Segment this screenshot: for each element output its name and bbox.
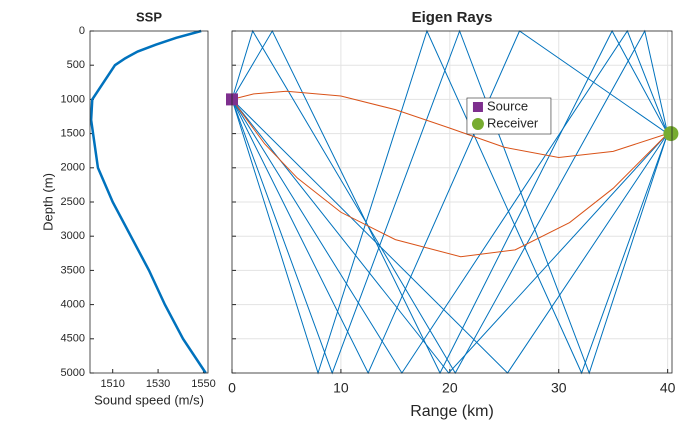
y-axis-label: Depth (m)	[40, 173, 55, 231]
x-axis-label: Range (km)	[410, 403, 494, 420]
legend-label: Source	[487, 98, 528, 113]
axes-box	[89, 30, 209, 374]
x-tick-label: 30	[551, 380, 567, 396]
y-tick-label: 2000	[61, 162, 85, 174]
y-tick-label: 5000	[61, 367, 85, 379]
x-tick-label: 1550	[191, 378, 215, 390]
legend-swatch	[472, 102, 483, 112]
axes-box	[231, 30, 673, 374]
y-tick-label: 3000	[61, 230, 85, 242]
chart-title: Eigen Rays	[412, 9, 493, 26]
chart-title: SSP	[136, 9, 162, 24]
ray-line	[231, 30, 668, 375]
ray-line	[89, 29, 207, 374]
receiver-marker	[663, 126, 679, 142]
x-axis-label: Sound speed (m/s)	[94, 392, 204, 407]
plot-area	[90, 31, 208, 373]
x-tick-label: 20	[442, 380, 458, 396]
y-tick-label: 1500	[61, 128, 85, 140]
y-tick-label: 4500	[61, 333, 85, 345]
x-tick-label: 0	[228, 380, 236, 396]
y-tick-label: 2500	[61, 196, 85, 208]
y-tick-label: 1000	[61, 93, 85, 105]
y-tick-label: 0	[79, 25, 85, 37]
x-tick-label: 10	[333, 380, 349, 396]
y-tick-label: 3500	[61, 264, 85, 276]
ray-line	[231, 29, 669, 374]
legend-label: Receiver	[487, 115, 539, 130]
plot-content	[226, 29, 679, 375]
y-tick-label: 4000	[61, 299, 85, 311]
legend: Source Receiver	[466, 97, 552, 135]
y-tick-label: 500	[67, 59, 85, 71]
x-tick-label: 1510	[100, 378, 124, 390]
legend-swatch	[471, 118, 484, 130]
x-tick-label: 40	[660, 380, 676, 396]
ray-line	[231, 90, 668, 159]
ray-line	[231, 99, 668, 258]
x-tick-label: 1530	[146, 378, 170, 390]
plot-content	[89, 29, 207, 374]
